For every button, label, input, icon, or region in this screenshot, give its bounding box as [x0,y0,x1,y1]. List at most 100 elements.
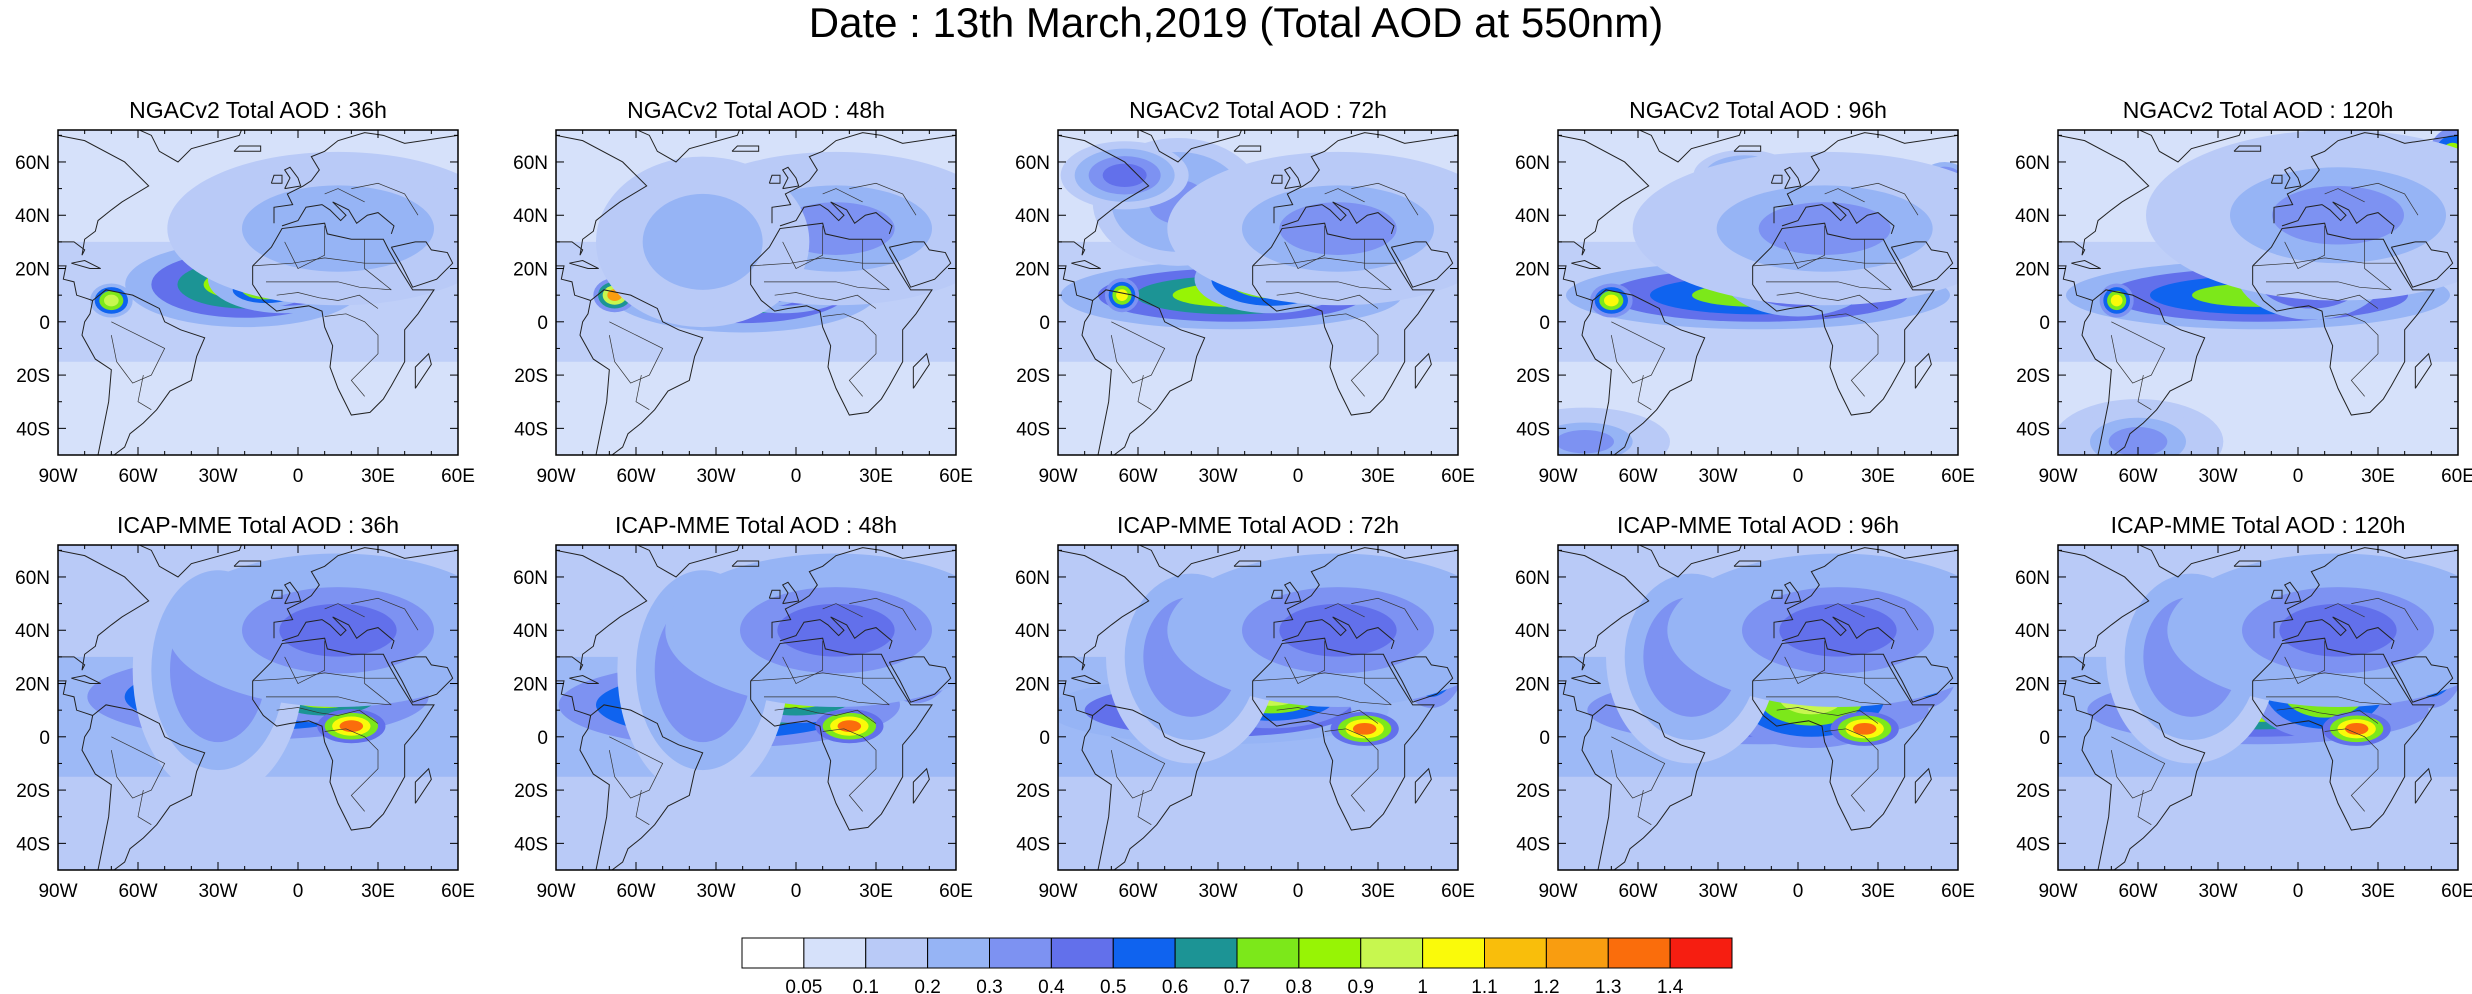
lat-tick-label: 0 [2039,728,2050,749]
lat-tick-label: 20S [514,366,548,387]
aod-plume [2272,185,2404,245]
aod-plume [1102,163,1147,188]
colorbar-label: 0.1 [853,977,879,994]
lat-tick-label: 60N [1515,568,1550,589]
country-borders [110,597,419,826]
lon-tick-label: 60W [1118,881,1157,902]
axis-ticks [1557,545,1959,870]
map-frame [1557,544,1959,871]
lon-tick-label: 90W [2038,466,2077,487]
figure-title: Date : 13th March,2019 (Total AOD at 550… [808,0,1664,46]
map-panel-icap-72h: ICAP-MME Total AOD : 72h 90W 60W 30W 0 30E 60E… [1015,512,1475,902]
axis-ticks [2057,545,2459,870]
colorbar-box [1484,937,1547,969]
lat-tick-label: 60N [15,153,50,174]
lat-tick-label: 40S [16,419,50,440]
axis-ticks [555,130,957,455]
lon-tick-label: 30W [1698,881,1737,902]
lat-tick-label: 20S [16,366,50,387]
lon-tick-label: 30W [1198,881,1237,902]
lon-tick-label: 30E [2361,466,2395,487]
lat-tick-label: 0 [39,313,50,334]
map-panel-icap-48h: ICAP-MME Total AOD : 48h 90W 60W 30W 0 30E 60E… [513,512,973,902]
panel-title: NGACv2 Total AOD : 96h [1629,97,1887,123]
lat-tick-label: 40N [15,621,50,642]
country-borders [2110,182,2419,411]
lon-tick-label: 30E [1361,881,1395,902]
lon-tick-label: 60W [1118,466,1157,487]
colorbar-box [803,937,867,969]
map-frame [2057,544,2459,871]
map-panel-ngac-36h: NGACv2 Total AOD : 36h 90W 60W 30W 0 30E 60E 60… [15,97,475,487]
lat-tick-label: 40S [1516,834,1550,855]
lon-tick-label: 0 [1293,466,1304,487]
lat-tick-label: 20S [514,781,548,802]
map-frame [555,544,957,871]
lon-tick-label: 60E [1441,881,1475,902]
lat-tick-label: 40N [2015,206,2050,227]
lon-tick-label: 60E [939,881,973,902]
lon-tick-label: 30E [361,881,395,902]
coastlines [58,130,458,455]
lat-tick-label: 20N [1515,260,1550,281]
lat-tick-label: 0 [1539,728,1550,749]
lon-tick-label: 60W [1618,881,1657,902]
panel-title: ICAP-MME Total AOD : 72h [1117,512,1399,538]
lon-tick-label: 90W [38,466,77,487]
colorbar-label: 0.2 [914,977,940,994]
lon-tick-label: 30W [696,881,735,902]
lon-tick-label: 0 [293,466,304,487]
lat-tick-label: 20N [2015,675,2050,696]
aod-plume [1352,722,1377,735]
lon-tick-label: 30E [361,466,395,487]
lon-tick-label: 30W [1698,466,1737,487]
lat-tick-label: 40S [1516,419,1550,440]
lon-tick-label: 60W [616,881,655,902]
lon-tick-label: 30W [2198,881,2237,902]
lat-tick-label: 40N [1515,621,1550,642]
lat-tick-label: 40S [2016,834,2050,855]
lon-tick-label: 90W [536,881,575,902]
lon-tick-label: 90W [1038,881,1077,902]
lon-tick-label: 60E [1941,466,1975,487]
colorbar-box [1360,937,1424,969]
axis-ticks [1057,130,1459,455]
axis-ticks [57,545,459,870]
lat-tick-label: 40S [514,419,548,440]
lat-tick-label: 60N [2015,153,2050,174]
lat-tick-label: 40N [513,206,548,227]
lon-tick-label: 30E [859,881,893,902]
colorbar-boxes [741,937,1733,969]
lon-tick-label: 90W [1538,466,1577,487]
lon-tick-label: 30E [2361,881,2395,902]
lat-tick-label: 40N [1015,206,1050,227]
aod-plume [666,212,740,272]
lat-tick-label: 20S [1516,366,1550,387]
colorbar-label: 1 [1417,977,1428,994]
lat-tick-label: 20S [1016,366,1050,387]
map-panel-icap-36h: ICAP-MME Total AOD : 36h 90W 60W 30W 0 30E 60E… [15,512,475,902]
lon-tick-label: 0 [1793,466,1804,487]
lat-tick-label: 0 [2039,313,2050,334]
colorbar-label: 0.4 [1038,977,1065,994]
map-panel-ngac-72h: NGACv2 Total AOD : 72h 90W 60W 30W 0 30E 60E 60… [1015,97,1475,487]
country-borders [608,597,917,826]
lat-tick-label: 20S [2016,366,2050,387]
lat-tick-label: 20N [1015,675,1050,696]
lat-tick-label: 20S [1016,781,1050,802]
coastlines [2058,545,2458,870]
lat-tick-label: 60N [1015,568,1050,589]
lat-tick-label: 60N [15,568,50,589]
lat-tick-label: 20S [16,781,50,802]
aod-plume [777,603,895,657]
lat-tick-label: 60N [1015,153,1050,174]
lat-tick-label: 40N [2015,621,2050,642]
lat-tick-label: 40S [1016,834,1050,855]
lat-tick-label: 40S [1016,419,1050,440]
map-panel-ngac-96h: NGACv2 Total AOD : 96h 90W 60W 30W 0 30E 60E 60… [1515,97,1975,487]
panel-title: NGACv2 Total AOD : 72h [1129,97,1387,123]
colorbar-box [1236,937,1300,969]
lon-tick-label: 60W [616,466,655,487]
